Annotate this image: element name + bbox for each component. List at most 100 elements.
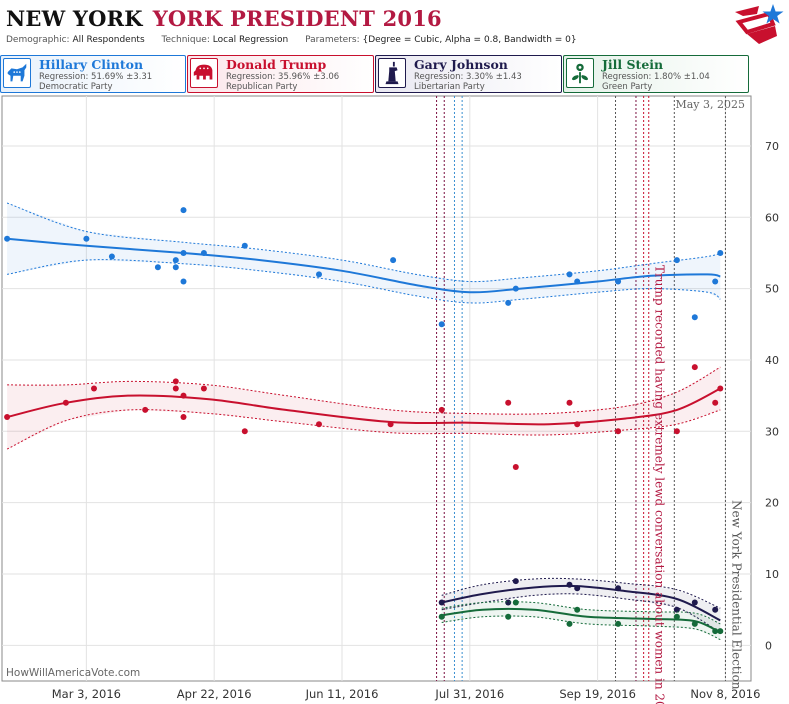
poll-point [438, 406, 445, 413]
poll-point [438, 599, 445, 606]
legend-card-clinton[interactable]: Hillary Clinton Regression: 51.69% ±3.31… [0, 55, 186, 93]
candidate-party: Libertarian Party [414, 82, 485, 92]
poll-point [200, 250, 207, 256]
poll-point [180, 207, 187, 214]
band-lower-line [7, 259, 721, 304]
event-annotation: New York Presidential Election [729, 500, 743, 690]
elephant-icon [190, 58, 218, 88]
legend-card-johnson[interactable]: Gary Johnson Regression: 3.30% ±1.43 Lib… [375, 55, 562, 93]
legend-card-trump[interactable]: Donald Trump Regression: 35.96% ±3.06 Re… [187, 55, 374, 93]
poll-point [316, 271, 322, 278]
poll-point [180, 278, 187, 285]
candidate-party: Democratic Party [39, 82, 113, 92]
poll-point [566, 399, 573, 406]
x-tick-label: Apr 22, 2016 [177, 687, 252, 701]
poll-point [673, 257, 680, 264]
candidate-legend: Hillary Clinton Regression: 51.69% ±3.31… [0, 55, 789, 93]
race-title: YORK PRESIDENT 2016 [152, 6, 442, 31]
watermark: HowWillAmericaVote.com [6, 667, 141, 679]
x-tick-label: Jun 11, 2016 [305, 687, 379, 701]
poll-point [512, 599, 519, 606]
y-tick-label: 40 [765, 354, 779, 367]
y-tick-label: 30 [765, 425, 779, 438]
poll-point [241, 428, 248, 435]
poll-point [4, 414, 11, 420]
poll-point [505, 399, 512, 406]
candidate-regression: Regression: 35.96% ±3.06 [226, 72, 340, 82]
poll-point [172, 378, 179, 385]
candidate-regression: Regression: 3.30% ±1.43 [414, 72, 522, 82]
site-logo-icon [735, 4, 784, 44]
candidate-regression: Regression: 1.80% ±1.04 [602, 72, 710, 82]
trend-line [7, 237, 721, 294]
poll-point [615, 428, 622, 435]
y-tick-label: 70 [765, 140, 779, 153]
confidence-band [7, 367, 721, 450]
poll-point [615, 278, 622, 285]
poll-point [505, 299, 512, 306]
parameters-line: Demographic: All Respondents Technique: … [6, 35, 577, 45]
poll-point [200, 385, 207, 392]
poll-point [512, 578, 519, 585]
series-johnson [438, 577, 721, 633]
poll-point [717, 250, 724, 256]
technique-value: Local Regression [212, 35, 289, 45]
poll-point [717, 628, 724, 635]
legend-card-stein[interactable]: Jill Stein Regression: 1.80% ±1.04 Green… [563, 55, 749, 93]
poll-point [241, 242, 248, 249]
candidate-party: Republican Party [226, 82, 298, 92]
demographic-label: Demographic: [6, 35, 70, 45]
poll-point [574, 606, 581, 613]
candidate-name: Jill Stein [602, 57, 664, 72]
poll-point [316, 421, 322, 428]
poll-point [154, 264, 161, 271]
technique-label: Technique: [161, 35, 210, 45]
x-tick-label: Nov 8, 2016 [690, 687, 760, 701]
candidate-regression: Regression: 51.69% ±3.31 [39, 72, 153, 82]
event-annotation: Trump recorded having extremely lewd con… [653, 265, 667, 704]
band-upper-line [441, 601, 721, 625]
band-upper-line [6, 202, 721, 283]
poll-point [574, 278, 581, 285]
poll-point [691, 364, 698, 371]
poll-point [505, 613, 512, 620]
poll-point [673, 606, 680, 613]
poll-point [172, 385, 179, 392]
poll-point [566, 581, 573, 588]
date-stamp: May 3, 2025 [675, 98, 745, 111]
y-tick-label: 20 [765, 497, 779, 510]
poll-point [691, 599, 698, 606]
parameters-value: {Degree = Cubic, Alpha = 0.8, Bandwidth … [362, 35, 577, 45]
liberty-icon [378, 58, 406, 88]
poll-point [438, 321, 445, 328]
band-upper-line [441, 577, 721, 609]
confidence-band [7, 203, 721, 303]
plot-area [1, 95, 752, 682]
state-title: NEW YORK [6, 6, 143, 31]
band-upper-line [7, 366, 721, 415]
poll-point [172, 257, 179, 264]
poll-point [512, 285, 519, 292]
series-trump [4, 364, 724, 470]
poll-point [717, 385, 724, 392]
gridlines [2, 96, 751, 681]
confidence-band [441, 579, 721, 633]
x-tick-label: Jul 31, 2016 [434, 687, 504, 701]
poll-point [712, 278, 719, 285]
flower-icon [566, 58, 594, 88]
confidence-band [441, 602, 721, 640]
poll-point [505, 599, 512, 606]
poll-point [574, 585, 581, 592]
poll-point [673, 613, 680, 620]
y-tick-label: 0 [765, 639, 772, 652]
poll-point [4, 235, 11, 242]
poll-point [142, 406, 149, 413]
candidate-name: Donald Trump [226, 57, 327, 72]
poll-point [615, 620, 622, 627]
poll-point [108, 253, 115, 260]
candidate-party: Green Party [602, 82, 653, 92]
parameters-label: Parameters: [305, 35, 360, 45]
poll-point [390, 257, 397, 264]
demographic-value: All Respondents [72, 35, 145, 45]
